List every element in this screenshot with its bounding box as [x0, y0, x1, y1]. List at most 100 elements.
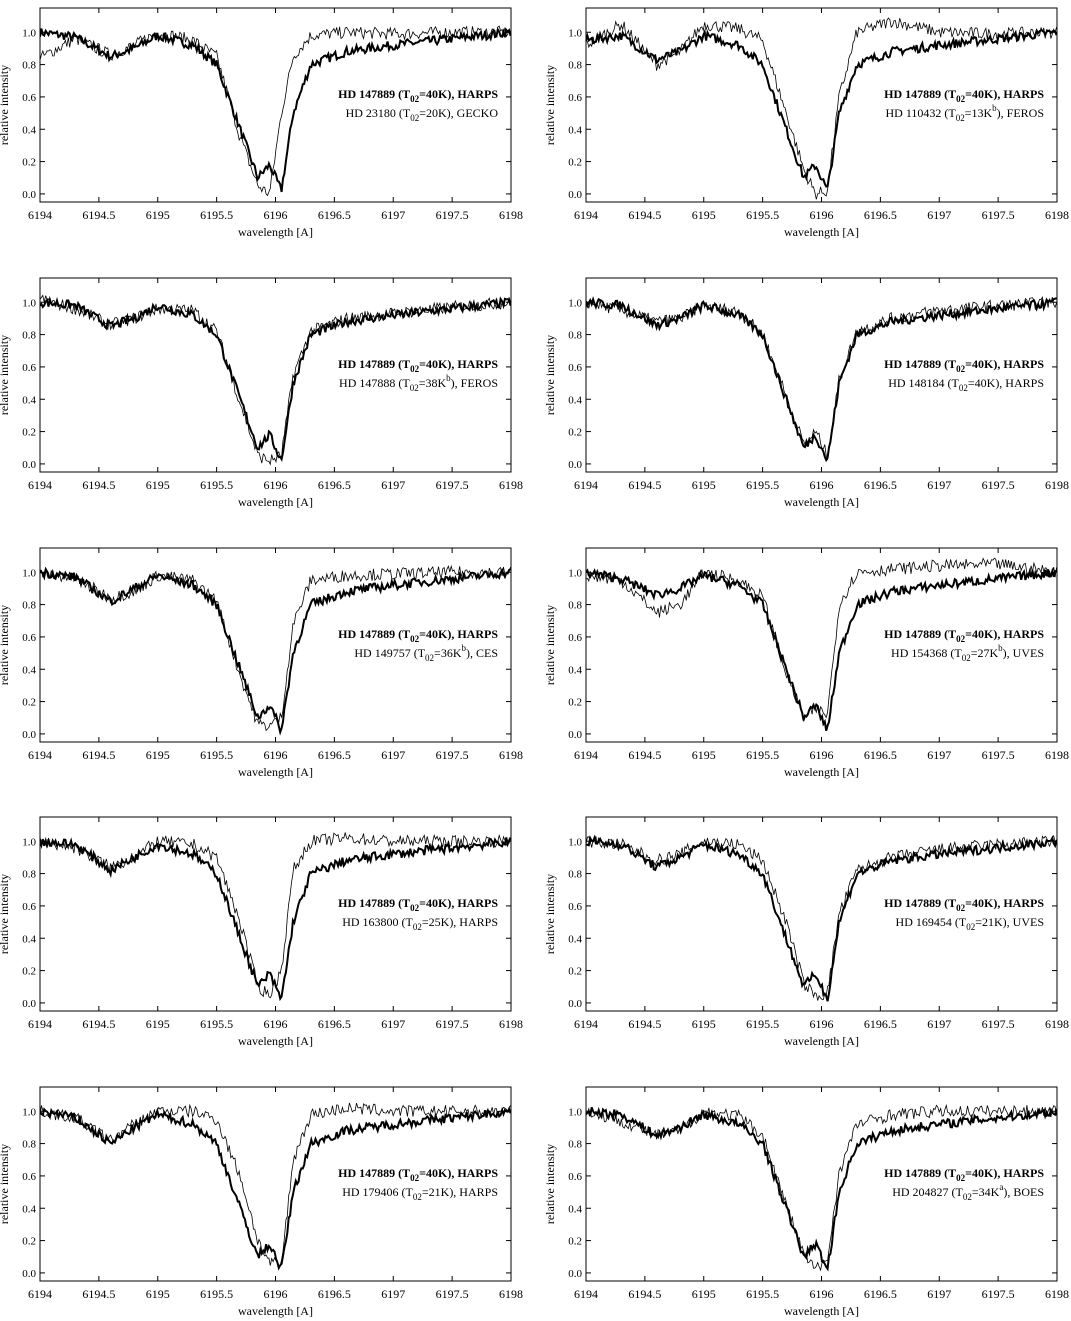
- legend-text-suffix: ), HARPS: [447, 357, 498, 371]
- y-tick-label: 1.0: [568, 297, 582, 309]
- x-tick-label: 6196.5: [864, 1017, 897, 1031]
- x-tick-label: 6195: [146, 748, 170, 762]
- legend-text-prefix: HD 110432 (T: [886, 106, 957, 120]
- x-tick-label: 6197: [381, 1017, 405, 1031]
- legend-entry-reference: HD 147889 (T02=40K), HARPS: [884, 87, 1044, 104]
- x-tick-label: 6197.5: [982, 208, 1015, 222]
- legend-text-value: =25K: [422, 915, 450, 929]
- series-line-thick-1: [40, 1106, 511, 1271]
- legend-subscript: 02: [410, 113, 419, 123]
- x-tick-label: 6198: [1045, 1017, 1069, 1031]
- legend-text-prefix: HD 179406 (T: [342, 1185, 413, 1199]
- y-tick-label: 0.6: [568, 901, 582, 913]
- legend-entry-reference: HD 147889 (T02=40K), HARPS: [884, 1166, 1044, 1183]
- legend-entry-comparison: HD 169454 (T02=21K), UVES: [896, 915, 1044, 932]
- legend-text-suffix: ), UVES: [1003, 646, 1044, 660]
- x-tick-label: 6197.5: [436, 208, 469, 222]
- legend-text-prefix: HD 147889 (T: [884, 896, 956, 910]
- series-line-thick-1: [40, 566, 511, 736]
- legend-text-prefix: HD 149757 (T: [354, 646, 425, 660]
- y-tick-label: 0.8: [568, 330, 582, 342]
- x-tick-label: 6197.5: [436, 1017, 469, 1031]
- y-tick-label: 0.4: [22, 124, 36, 136]
- panel-row4-right: 6194 6194.5 6195 6195.5 6196 6196.5 6197 6197.5…: [543, 816, 1069, 1048]
- x-tick-label: 6198: [499, 1017, 523, 1031]
- y-tick-label: 0.6: [22, 1171, 36, 1183]
- y-tick-label: 0.6: [22, 362, 36, 374]
- y-tick-label: 0.8: [22, 60, 36, 72]
- series-line-thin-2: [586, 557, 1057, 723]
- x-tick-label: 6195.5: [200, 208, 233, 222]
- legend-text-suffix: ), GECKO: [447, 106, 499, 120]
- legend-superscript: a: [999, 1182, 1003, 1192]
- x-tick-label: 6194.5: [82, 1287, 115, 1301]
- x-tick-label: 6197: [927, 1287, 951, 1301]
- y-tick-label: 1.0: [22, 27, 36, 39]
- x-tick-label: 6194.5: [628, 208, 661, 222]
- y-tick-label: 0.4: [568, 124, 582, 136]
- x-axis-label: wavelength [A]: [238, 765, 313, 779]
- panel-row2-left: 6194 6194.5 6195 6195.5 6196 6196.5 6197 6197.5…: [0, 277, 523, 509]
- y-tick-label: 0.6: [22, 901, 36, 913]
- y-tick-label: 0.8: [22, 330, 36, 342]
- x-axis-label: wavelength [A]: [238, 225, 313, 239]
- legend-text-prefix: HD 147889 (T: [338, 896, 410, 910]
- x-tick-label: 6195: [146, 478, 170, 492]
- y-tick-label: 0.0: [568, 1268, 582, 1280]
- legend-text-suffix: ), HARPS: [447, 87, 498, 101]
- x-tick-label: 6196: [810, 748, 834, 762]
- x-tick-label: 6198: [1045, 478, 1069, 492]
- legend-text-value: =27K: [971, 646, 999, 660]
- y-tick-label: 1.0: [22, 1106, 36, 1118]
- legend-entry-comparison: HD 147888 (T02=38Kb), FEROS: [339, 373, 498, 393]
- y-tick-label: 0.0: [22, 998, 36, 1010]
- x-tick-label: 6195.5: [746, 1287, 779, 1301]
- x-axis-label: wavelength [A]: [784, 225, 859, 239]
- legend-entry-reference: HD 147889 (T02=40K), HARPS: [338, 627, 498, 644]
- y-tick-label: 0.8: [568, 869, 582, 881]
- plot-frame: [585, 547, 1058, 743]
- x-tick-label: 6195: [146, 208, 170, 222]
- x-tick-label: 6197.5: [436, 1287, 469, 1301]
- legend-text-suffix: ), FEROS: [451, 376, 498, 390]
- y-tick-label: 0.2: [22, 1236, 36, 1248]
- legend-subscript: 02: [410, 94, 420, 104]
- legend-text-value: =40K: [419, 627, 448, 641]
- x-tick-label: 6194.5: [82, 748, 115, 762]
- legend-text-value: =40K: [419, 357, 448, 371]
- y-tick-label: 0.6: [22, 92, 36, 104]
- y-tick-label: 0.6: [22, 632, 36, 644]
- y-tick-label: 1.0: [568, 1106, 582, 1118]
- series-line-thin-2: [40, 1102, 511, 1268]
- legend-text-value: =40K: [965, 896, 994, 910]
- x-tick-label: 6196.5: [864, 478, 897, 492]
- plot-frame: [585, 7, 1058, 203]
- x-tick-label: 6197: [381, 478, 405, 492]
- legend-text-value: =21K: [975, 915, 1003, 929]
- legend-text-suffix: ), HARPS: [447, 627, 498, 641]
- legend-subscript: 02: [956, 113, 965, 123]
- legend-text-suffix: ), HARPS: [993, 1166, 1044, 1180]
- x-axis-label: wavelength [A]: [784, 765, 859, 779]
- series-line-thin-2: [40, 832, 511, 999]
- x-tick-label: 6195.5: [200, 748, 233, 762]
- x-tick-label: 6195: [692, 748, 716, 762]
- x-tick-label: 6198: [499, 208, 523, 222]
- y-tick-label: 0.8: [22, 600, 36, 612]
- y-tick-label: 0.2: [22, 697, 36, 709]
- y-tick-label: 0.4: [568, 394, 582, 406]
- x-tick-label: 6195.5: [746, 1017, 779, 1031]
- x-tick-label: 6196: [810, 478, 834, 492]
- legend-entry-comparison: HD 149757 (T02=36Kb), CES: [354, 643, 498, 663]
- x-tick-label: 6197.5: [982, 478, 1015, 492]
- x-axis-label: wavelength [A]: [238, 1304, 313, 1318]
- x-tick-label: 6196.5: [318, 1017, 351, 1031]
- x-tick-label: 6195.5: [200, 1287, 233, 1301]
- panel-row1-left: 6194 6194.5 6195 6195.5 6196 6196.5 6197 6197.5…: [0, 7, 523, 239]
- y-tick-label: 0.6: [568, 1171, 582, 1183]
- legend-text-prefix: HD 147889 (T: [338, 87, 410, 101]
- legend-subscript: 02: [410, 383, 419, 393]
- x-tick-label: 6197: [927, 748, 951, 762]
- legend-entry-comparison: HD 23180 (T02=20K), GECKO: [346, 106, 499, 123]
- legend-entry-comparison: HD 148184 (T02=40K), HARPS: [888, 376, 1044, 393]
